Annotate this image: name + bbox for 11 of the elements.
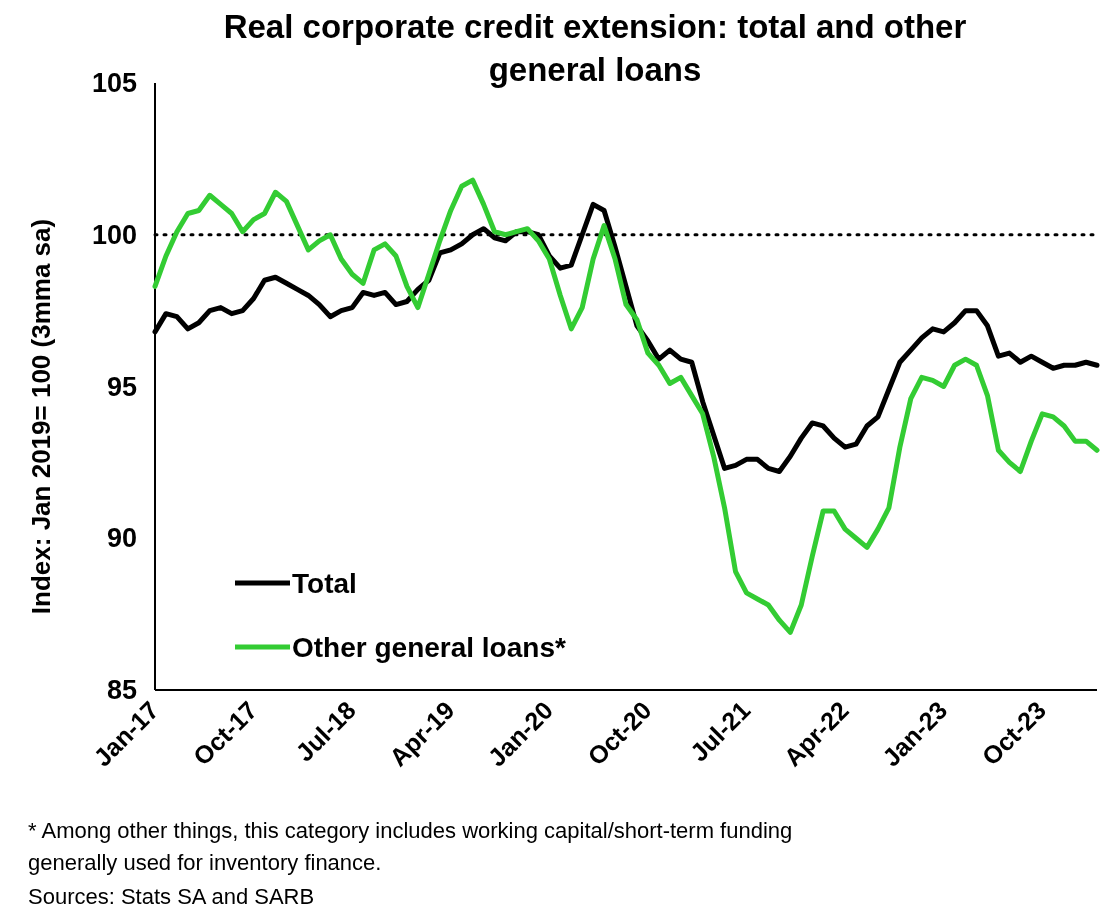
legend-label: Total [292,568,357,599]
y-tick-label: 95 [106,371,137,402]
y-tick-label: 100 [91,219,137,250]
y-tick-label: 85 [106,675,137,705]
y-tick-label: 90 [106,523,137,554]
y-axis-title: Index: Jan 2019= 100 (3mma sa) [26,218,56,615]
legend-label: Other general loans* [292,632,566,663]
y-tick-label: 105 [91,68,137,98]
text: * Among other things, this category includes working capital/short-term funding generally used for inventory finance. [28,818,793,875]
source-note: Sources: Stats SA and SARB [28,884,315,909]
chart-title: Real corporate credit extension: total and other general loans [223,8,967,88]
